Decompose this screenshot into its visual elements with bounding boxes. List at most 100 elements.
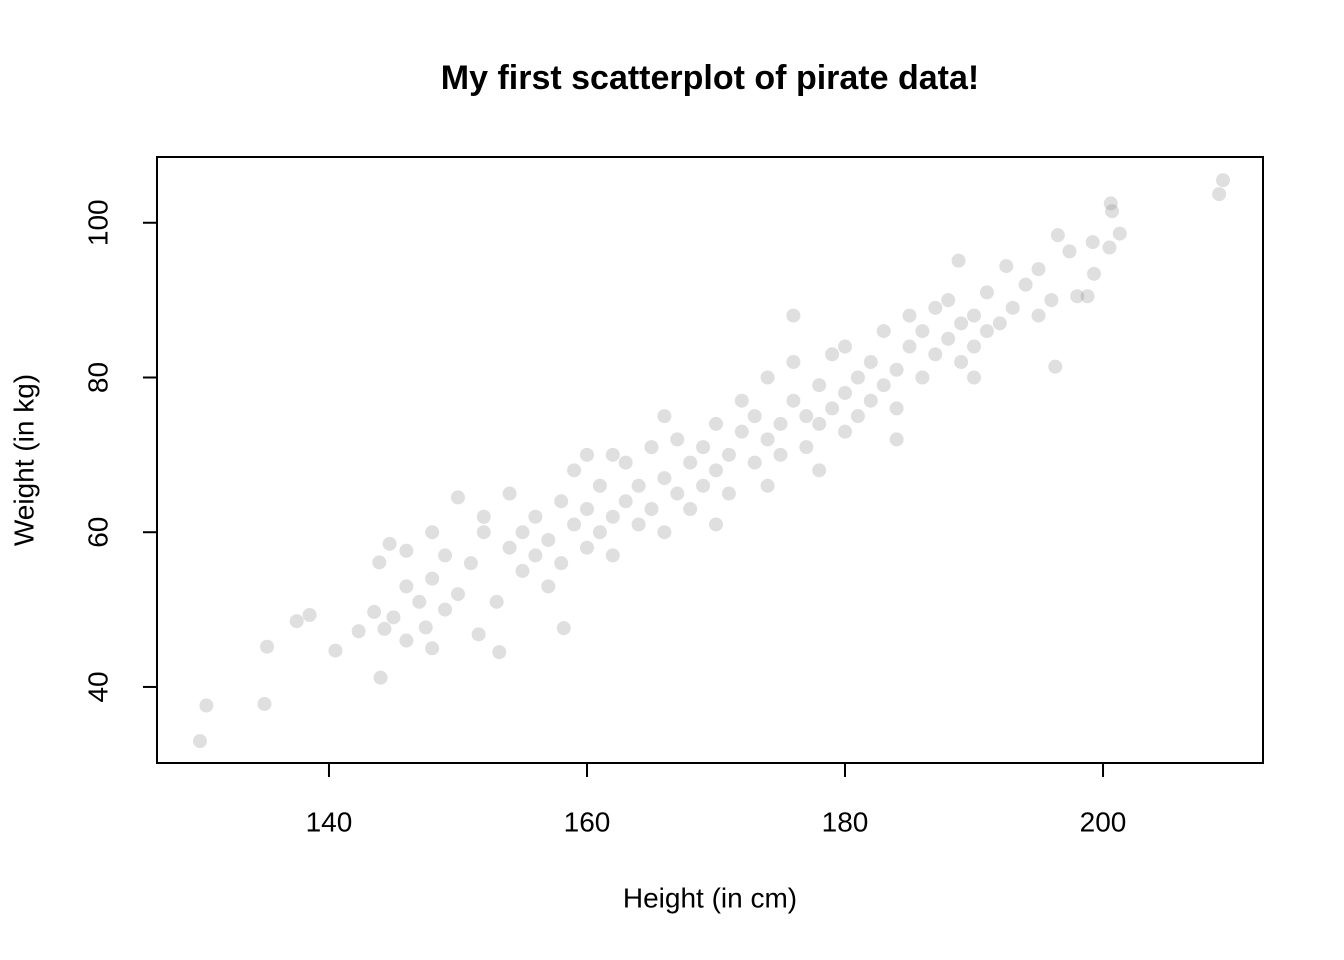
point [631, 478, 646, 493]
point [399, 543, 414, 558]
point [528, 509, 543, 524]
point [386, 610, 401, 625]
point [450, 490, 465, 505]
point [476, 509, 491, 524]
point [825, 347, 840, 362]
point [1062, 244, 1077, 259]
point [696, 440, 711, 455]
point [492, 645, 507, 660]
point [412, 594, 427, 609]
point [889, 362, 904, 377]
point [760, 370, 775, 385]
point [747, 455, 762, 470]
point [377, 621, 392, 636]
point [382, 536, 397, 551]
point [399, 633, 414, 648]
point [1212, 187, 1227, 202]
point [373, 670, 388, 685]
point [257, 696, 272, 711]
y-tick-label: 100 [82, 199, 113, 246]
point [992, 316, 1007, 331]
point [605, 509, 620, 524]
point [876, 378, 891, 393]
point [786, 308, 801, 323]
x-tick-label: 140 [306, 806, 353, 837]
point [367, 604, 382, 619]
point [260, 639, 275, 654]
point [721, 447, 736, 462]
point [825, 401, 840, 416]
point [372, 555, 387, 570]
point [438, 602, 453, 617]
point [1050, 228, 1065, 243]
point [489, 594, 504, 609]
point [812, 416, 827, 431]
point [657, 409, 672, 424]
point [199, 698, 214, 713]
point [1112, 226, 1127, 241]
point [1018, 277, 1033, 292]
point [928, 300, 943, 315]
point [528, 548, 543, 563]
point [463, 556, 478, 571]
point [605, 447, 620, 462]
point [967, 370, 982, 385]
point [902, 308, 917, 323]
point [902, 339, 917, 354]
point [683, 455, 698, 470]
point [773, 416, 788, 431]
point [567, 517, 582, 532]
x-tick-label: 160 [564, 806, 611, 837]
point [708, 463, 723, 478]
point [863, 355, 878, 370]
y-tick-label: 80 [82, 362, 113, 393]
point [954, 316, 969, 331]
point [502, 486, 517, 501]
point [915, 370, 930, 385]
point [683, 502, 698, 517]
point [850, 370, 865, 385]
point [838, 424, 853, 439]
chart-title: My first scatterplot of pirate data! [441, 59, 979, 97]
point [579, 502, 594, 517]
x-axis-label: Height (in cm) [623, 882, 797, 913]
point [579, 540, 594, 555]
point [786, 355, 801, 370]
point [471, 627, 486, 642]
plot-frame [156, 156, 1264, 764]
y-tick-label: 40 [82, 671, 113, 702]
point [941, 331, 956, 346]
point [476, 525, 491, 540]
point [954, 355, 969, 370]
point [734, 424, 749, 439]
point [708, 517, 723, 532]
point [951, 253, 966, 268]
point [670, 486, 685, 501]
point [592, 525, 607, 540]
point [1103, 196, 1118, 211]
point [999, 259, 1014, 274]
point [1080, 289, 1095, 304]
point [799, 440, 814, 455]
point [786, 393, 801, 408]
point [1086, 266, 1101, 281]
point [556, 621, 571, 636]
point [734, 393, 749, 408]
point [657, 471, 672, 486]
point [418, 620, 433, 635]
point [618, 494, 633, 509]
point [670, 432, 685, 447]
point [1105, 204, 1120, 219]
point [302, 608, 317, 623]
point [967, 339, 982, 354]
point [515, 563, 530, 578]
point [1085, 235, 1100, 250]
point [289, 614, 304, 629]
point [425, 571, 440, 586]
point [696, 478, 711, 493]
point [1031, 262, 1046, 277]
point [450, 587, 465, 602]
point [967, 308, 982, 323]
point [579, 447, 594, 462]
x-tick-label: 200 [1080, 806, 1127, 837]
